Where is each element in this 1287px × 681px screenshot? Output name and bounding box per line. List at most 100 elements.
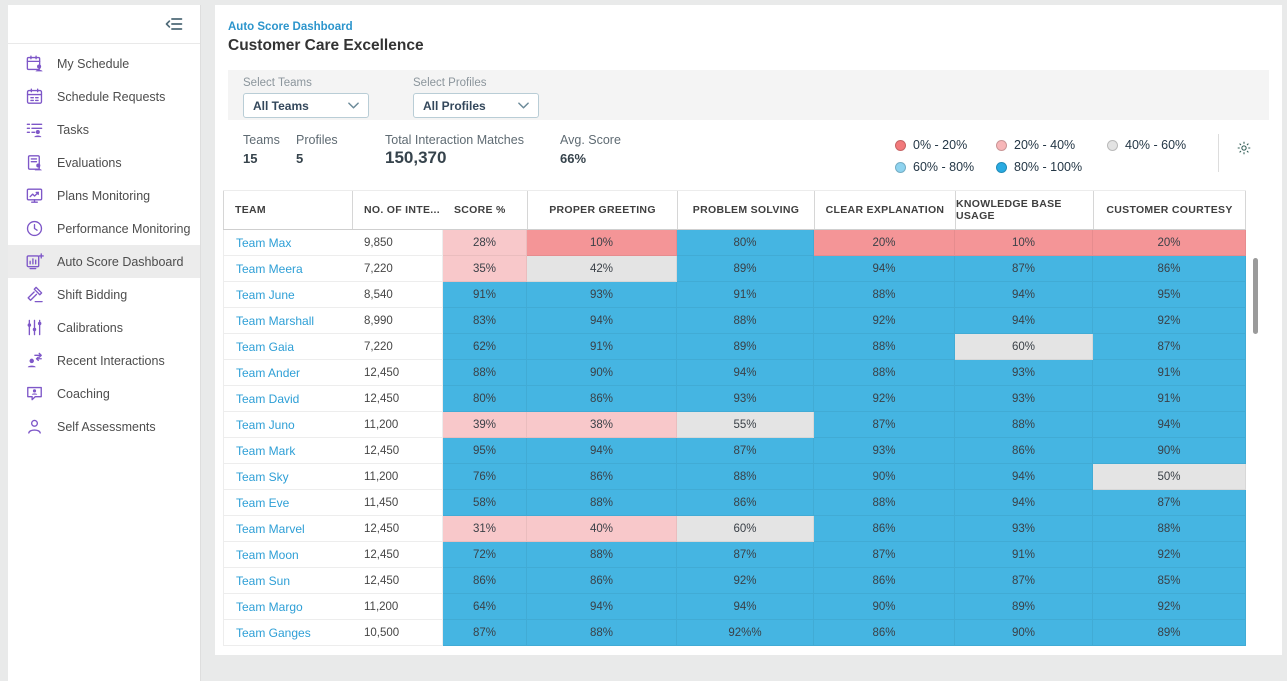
team-link[interactable]: Team Sky xyxy=(236,469,289,484)
team-link[interactable]: Team Juno xyxy=(236,417,295,432)
select-profiles-label: Select Profiles xyxy=(413,77,487,89)
score-cell: 92% xyxy=(677,568,814,594)
score-cell: 39% xyxy=(443,412,527,438)
sidebar-item-plans-monitoring[interactable]: Plans Monitoring xyxy=(8,179,200,212)
team-link[interactable]: Team Marvel xyxy=(236,521,305,536)
sidebar-item-shift-bidding[interactable]: Shift Bidding xyxy=(8,278,200,311)
team-cell: Team Ganges xyxy=(223,620,352,646)
schedule-requests-icon xyxy=(25,87,44,106)
score-cell: 88% xyxy=(677,464,814,490)
sidebar-item-my-schedule[interactable]: My Schedule xyxy=(8,47,200,80)
team-link[interactable]: Team Ander xyxy=(236,365,301,380)
score-cell: 94% xyxy=(677,594,814,620)
team-link[interactable]: Team David xyxy=(236,391,300,406)
table-row: Team Eve 11,450 58% 88% 86% 88% 94% 87% xyxy=(223,490,1246,516)
team-cell: Team Moon xyxy=(223,542,352,568)
sidebar-item-self-assessments[interactable]: Self Assessments xyxy=(8,410,200,443)
sidebar-item-label: Recent Interactions xyxy=(57,353,165,368)
team-link[interactable]: Team Ganges xyxy=(236,625,311,640)
sidebar-item-evaluations[interactable]: Evaluations xyxy=(8,146,200,179)
sidebar-header xyxy=(8,5,200,44)
score-cell: 55% xyxy=(677,412,814,438)
team-link[interactable]: Team June xyxy=(236,287,295,302)
tasks-icon xyxy=(25,120,44,139)
team-link[interactable]: Team Moon xyxy=(236,547,299,562)
legend-item-80-100-[interactable]: 80% - 100% xyxy=(996,156,1101,178)
stat-value: 5 xyxy=(296,151,304,166)
page-title: Customer Care Excellence xyxy=(228,37,424,54)
score-cell: 91% xyxy=(677,282,814,308)
sidebar-item-performance-monitoring[interactable]: Performance Monitoring xyxy=(8,212,200,245)
team-link[interactable]: Team Sun xyxy=(236,573,291,588)
sidebar-item-coaching[interactable]: Coaching xyxy=(8,377,200,410)
table-row: Team Margo 11,200 64% 94% 94% 90% 89% 92% xyxy=(223,594,1246,620)
team-cell: Team Sky xyxy=(223,464,352,490)
sidebar-item-label: My Schedule xyxy=(57,56,130,71)
sidebar-nav: My Schedule Schedule Requests Tasks Evaluat… xyxy=(8,44,200,443)
score-cell: 87% xyxy=(1093,334,1246,360)
legend-item-60-80-[interactable]: 60% - 80% xyxy=(895,156,990,178)
team-cell: Team Marshall xyxy=(223,308,352,334)
score-cell: 28% xyxy=(443,230,527,256)
stat-value: 66% xyxy=(560,151,587,166)
team-link[interactable]: Team Marshall xyxy=(236,313,315,328)
score-cell: 92% xyxy=(1093,308,1246,334)
profiles-select[interactable]: All Profiles xyxy=(413,93,539,118)
settings-gear-icon[interactable] xyxy=(1236,140,1252,156)
score-cell: 87% xyxy=(677,542,814,568)
table-row: Team Marshall 8,990 83% 94% 88% 92% 94% 92% xyxy=(223,308,1246,334)
legend-item-40-60-[interactable]: 40% - 60% xyxy=(1107,134,1207,156)
sidebar-item-calibrations[interactable]: Calibrations xyxy=(8,311,200,344)
table-row: Team Mark 12,450 95% 94% 87% 93% 86% 90% xyxy=(223,438,1246,464)
score-cell: 88% xyxy=(814,490,955,516)
score-cell: 10% xyxy=(955,230,1093,256)
table-row: Team Moon 12,450 72% 88% 87% 87% 91% 92% xyxy=(223,542,1246,568)
chevron-down-icon xyxy=(518,102,529,109)
sidebar-item-label: Calibrations xyxy=(57,320,124,335)
team-link[interactable]: Team Max xyxy=(236,235,292,250)
table-row: Team Ander 12,450 88% 90% 94% 88% 93% 91% xyxy=(223,360,1246,386)
score-cell: 87% xyxy=(814,412,955,438)
stat-value: 150,370 xyxy=(385,148,447,167)
profiles-select-value: All Profiles xyxy=(423,98,486,113)
column-header-score-: SCORE % xyxy=(454,204,506,216)
score-cell: 80% xyxy=(443,386,527,412)
team-link[interactable]: Team Eve xyxy=(236,495,290,510)
legend-item-0-20-[interactable]: 0% - 20% xyxy=(895,134,990,156)
score-cell: 93% xyxy=(814,438,955,464)
vertical-scrollbar[interactable] xyxy=(1253,258,1258,334)
team-link[interactable]: Team Mark xyxy=(236,443,296,458)
score-cell: 90% xyxy=(814,464,955,490)
teams-select[interactable]: All Teams xyxy=(243,93,369,118)
sidebar-item-recent-interactions[interactable]: Recent Interactions xyxy=(8,344,200,377)
score-cell: 92% xyxy=(814,386,955,412)
breadcrumb[interactable]: Auto Score Dashboard xyxy=(228,21,353,33)
score-cell: 90% xyxy=(1093,438,1246,464)
team-link[interactable]: Team Gaia xyxy=(236,339,295,354)
score-cell: 76% xyxy=(443,464,527,490)
divider xyxy=(1218,134,1219,172)
sidebar-item-tasks[interactable]: Tasks xyxy=(8,113,200,146)
column-header-problem-solving: PROBLEM SOLVING xyxy=(677,191,814,229)
score-table: TEAM NO. OF INTE... SCORE % PROPER GREETING… xyxy=(223,190,1246,646)
stats-row: Teams 15 Profiles 5 Total Interaction Matche… xyxy=(228,122,1269,192)
score-cell: 93% xyxy=(955,516,1093,542)
score-cell: 88% xyxy=(527,620,677,646)
interactions-cell: 12,450 xyxy=(352,542,443,568)
sidebar-item-auto-score-dashboard[interactable]: Auto Score Dashboard xyxy=(8,245,200,278)
auto-score-dashboard-icon xyxy=(25,252,44,271)
sidebar-item-label: Tasks xyxy=(57,122,89,137)
teams-select-value: All Teams xyxy=(253,98,309,113)
team-link[interactable]: Team Meera xyxy=(236,261,303,276)
score-cell: 93% xyxy=(677,386,814,412)
score-cell: 20% xyxy=(1093,230,1246,256)
legend-item-20-40-[interactable]: 20% - 40% xyxy=(996,134,1101,156)
score-cell: 92% xyxy=(1093,594,1246,620)
score-cell: 88% xyxy=(955,412,1093,438)
sidebar-item-schedule-requests[interactable]: Schedule Requests xyxy=(8,80,200,113)
score-cell: 90% xyxy=(527,360,677,386)
collapse-sidebar-icon[interactable] xyxy=(164,14,184,34)
team-link[interactable]: Team Margo xyxy=(236,599,303,614)
team-cell: Team Ander xyxy=(223,360,352,386)
legend-label: 60% - 80% xyxy=(913,160,975,174)
